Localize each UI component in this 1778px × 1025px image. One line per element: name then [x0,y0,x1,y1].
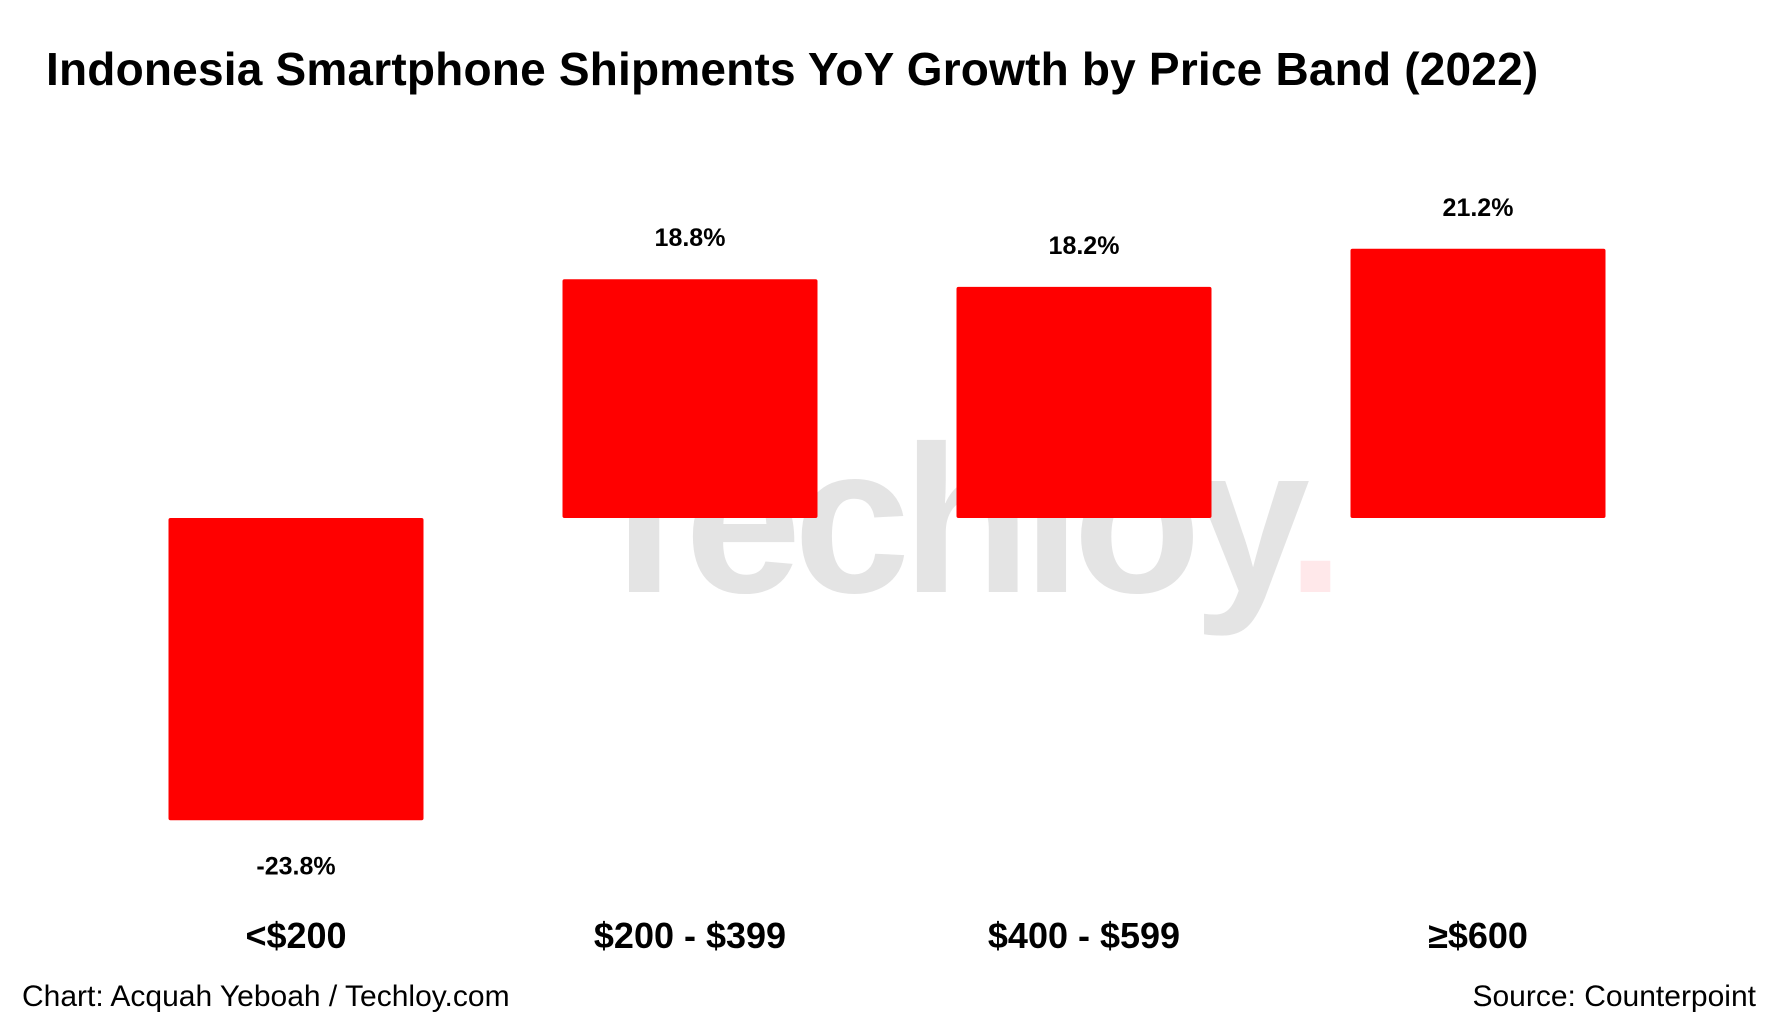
value-label-1: 18.8% [655,224,726,252]
value-label-3: 21.2% [1443,194,1514,222]
bar-2 [956,286,1212,518]
bar-1 [562,279,818,518]
bar-3 [1350,248,1606,518]
value-label-0: -23.8% [256,852,335,880]
value-label-2: 18.2% [1049,232,1120,260]
chart-title: Indonesia Smartphone Shipments YoY Growt… [46,43,1539,95]
category-label-0: <$200 [245,915,346,956]
chart-source: Source: Counterpoint [1472,980,1756,1013]
category-labels-group: <$200 $200 - $399 $400 - $599 ≥$600 [245,915,1527,956]
watermark-dot: . [1286,402,1344,637]
category-label-3: ≥$600 [1428,915,1528,956]
bar-0 [168,518,424,821]
bars-group [168,248,1606,821]
chart-credit: Chart: Acquah Yeboah / Techloy.com [22,980,510,1013]
category-label-1: $200 - $399 [594,915,786,956]
category-label-2: $400 - $599 [988,915,1180,956]
value-labels-group: -23.8% 18.8% 18.2% 21.2% [256,194,1513,881]
